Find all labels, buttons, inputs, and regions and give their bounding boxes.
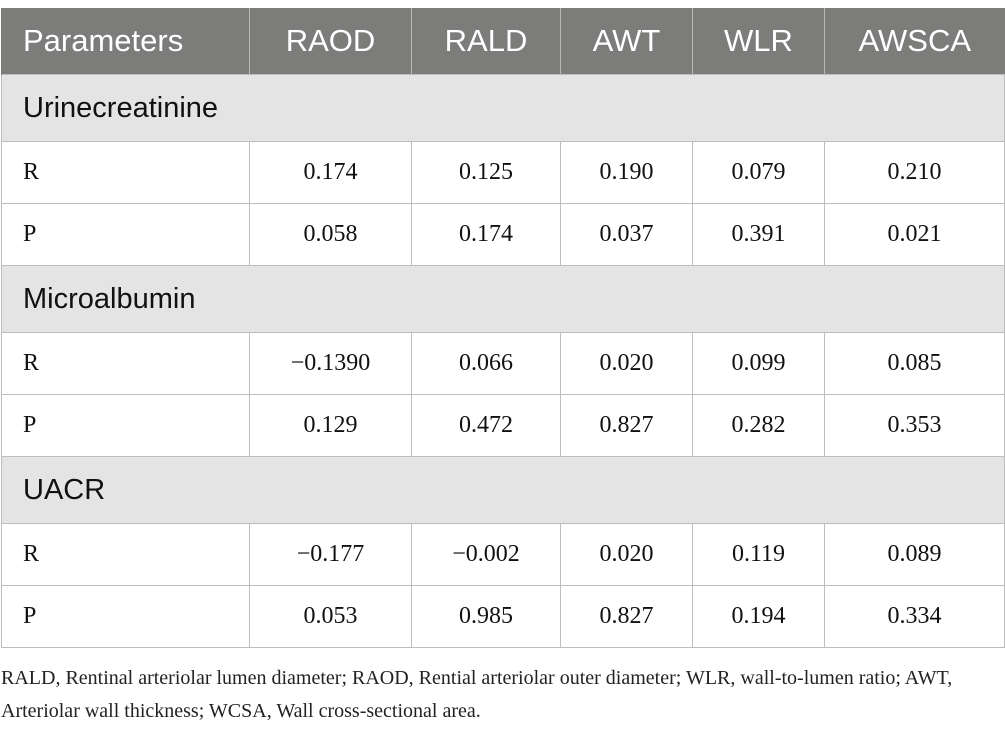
section-row-uacr: UACR [1,456,1005,524]
cell-rald: 0.174 [411,203,561,266]
section-title: Urinecreatinine [1,74,1005,142]
header-raod: RAOD [249,8,412,75]
cell-wlr: 0.099 [692,332,825,395]
row-label: P [1,585,250,648]
header-rald: RALD [411,8,561,75]
cell-wlr: 0.079 [692,141,825,204]
cell-wlr: 0.391 [692,203,825,266]
cell-awsca: 0.353 [824,394,1005,457]
table-row: R −0.1390 0.066 0.020 0.099 0.085 [1,332,1005,395]
cell-awt: 0.190 [560,141,693,204]
table-row: P 0.058 0.174 0.037 0.391 0.021 [1,203,1005,266]
header-awsca: AWSCA [824,8,1005,75]
cell-awt: 0.020 [560,332,693,395]
row-label: R [1,141,250,204]
cell-awsca: 0.210 [824,141,1005,204]
section-title: UACR [1,456,1005,524]
cell-raod: −0.177 [249,523,412,586]
cell-wlr: 0.282 [692,394,825,457]
cell-rald: 0.985 [411,585,561,648]
section-row-microalbumin: Microalbumin [1,265,1005,333]
cell-awt: 0.827 [560,394,693,457]
table-row: P 0.129 0.472 0.827 0.282 0.353 [1,394,1005,457]
cell-rald: 0.472 [411,394,561,457]
row-label: R [1,523,250,586]
cell-raod: 0.058 [249,203,412,266]
cell-raod: −0.1390 [249,332,412,395]
cell-raod: 0.174 [249,141,412,204]
cell-wlr: 0.194 [692,585,825,648]
cell-awt: 0.037 [560,203,693,266]
cell-raod: 0.129 [249,394,412,457]
row-label: P [1,203,250,266]
cell-rald: 0.125 [411,141,561,204]
header-parameters: Parameters [1,8,250,75]
header-wlr: WLR [692,8,825,75]
row-label: P [1,394,250,457]
cell-awsca: 0.089 [824,523,1005,586]
cell-awsca: 0.334 [824,585,1005,648]
section-title: Microalbumin [1,265,1005,333]
table-footnote: RALD, Rentinal arteriolar lumen diameter… [1,667,953,722]
table-row: R 0.174 0.125 0.190 0.079 0.210 [1,141,1005,204]
cell-rald: 0.066 [411,332,561,395]
section-row-urinecreatinine: Urinecreatinine [1,74,1005,142]
cell-rald: −0.002 [411,523,561,586]
header-row: Parameters RAOD RALD AWT WLR AWSCA [1,8,1005,75]
cell-raod: 0.053 [249,585,412,648]
cell-wlr: 0.119 [692,523,825,586]
cell-awsca: 0.085 [824,332,1005,395]
table-row: R −0.177 −0.002 0.020 0.119 0.089 [1,523,1005,586]
correlation-table: Parameters RAOD RALD AWT WLR AWSCA Urine… [1,8,1005,648]
table-row: P 0.053 0.985 0.827 0.194 0.334 [1,585,1005,648]
row-label: R [1,332,250,395]
table-container: Parameters RAOD RALD AWT WLR AWSCA Urine… [0,8,1005,728]
cell-awt: 0.020 [560,523,693,586]
cell-awsca: 0.021 [824,203,1005,266]
header-awt: AWT [560,8,693,75]
cell-awt: 0.827 [560,585,693,648]
